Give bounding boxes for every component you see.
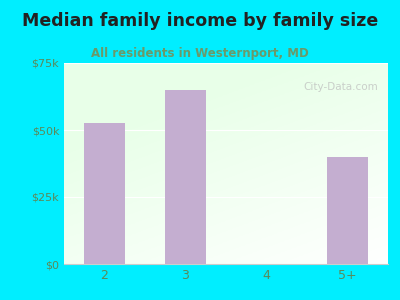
- Text: Median family income by family size: Median family income by family size: [22, 12, 378, 30]
- Text: All residents in Westernport, MD: All residents in Westernport, MD: [91, 46, 309, 59]
- Bar: [327, 157, 368, 264]
- Bar: [84, 123, 125, 264]
- Bar: [165, 90, 206, 264]
- Text: City-Data.com: City-Data.com: [304, 82, 378, 92]
